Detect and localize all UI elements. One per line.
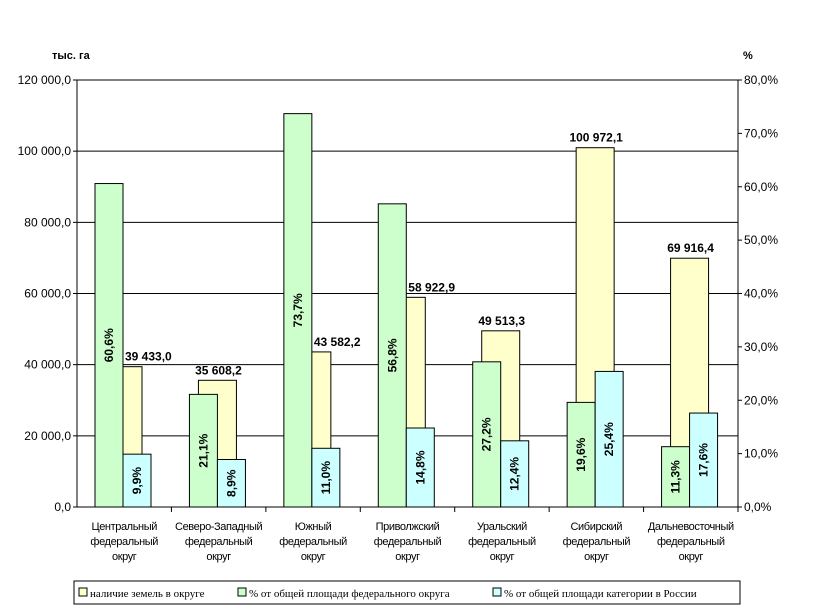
left-tick-label: 40 000,0 (24, 358, 71, 372)
right-tick-label: 20,0% (744, 393, 778, 407)
left-tick-label: 0,0 (54, 500, 71, 514)
bar-pct-russia (405, 427, 435, 508)
right-tick-label: 60,0% (744, 180, 778, 194)
category-label: федеральный (563, 536, 631, 548)
right-tick-label: 70,0% (744, 126, 778, 140)
right-tick-label: 30,0% (744, 340, 778, 354)
data-label-land-area: 43 582,2 (314, 335, 361, 349)
bar-pct-russia (594, 370, 624, 508)
data-label-pct-district: 19,6% (574, 437, 588, 471)
data-label-pct-russia: 14,8% (413, 450, 427, 484)
right-tick-label: 0,0% (744, 500, 772, 514)
category-label: федеральный (657, 536, 725, 548)
left-tick-label: 120 000,0 (18, 73, 72, 87)
bar-pct-district (566, 401, 596, 508)
data-label-land-area: 69 916,4 (667, 241, 714, 255)
bar-pct-district (472, 361, 502, 508)
category-label: округ (395, 551, 420, 563)
category-label: Уральский (477, 521, 527, 533)
bar-pct-russia (216, 458, 246, 508)
bar-pct-russia (500, 440, 530, 508)
data-label-pct-russia: 12,4% (508, 457, 522, 491)
left-tick-label: 60 000,0 (24, 287, 71, 301)
legend-swatch (492, 587, 502, 597)
right-axis-unit: % (743, 50, 753, 62)
data-label-pct-district: 60,6% (102, 328, 116, 362)
data-label-pct-russia: 9,9% (130, 467, 144, 495)
right-tick-label: 80,0% (744, 73, 778, 87)
data-label-land-area: 100 972,1 (569, 131, 623, 145)
category-label: округ (301, 551, 326, 563)
data-label-pct-district: 27,2% (480, 417, 494, 451)
category-label: округ (679, 551, 704, 563)
legend-swatch (237, 587, 247, 597)
category-label: округ (112, 551, 137, 563)
data-label-pct-russia: 8,9% (224, 469, 238, 497)
category-label: Северо-Западный (175, 521, 262, 533)
data-label-land-area: 58 922,9 (408, 280, 455, 294)
legend-swatch (78, 587, 88, 597)
legend-label: % от общей площади федерального округа (249, 588, 450, 600)
data-label-pct-district: 21,1% (196, 433, 210, 467)
category-label: Приволжский (376, 521, 440, 533)
data-label-pct-russia: 17,6% (697, 443, 711, 477)
bar-pct-russia (122, 453, 152, 508)
data-label-pct-district: 56,8% (385, 338, 399, 372)
category-label: федеральный (90, 536, 158, 548)
data-label-pct-district: 11,3% (669, 460, 683, 494)
data-label-pct-district: 73,7% (291, 293, 305, 327)
left-tick-label: 20 000,0 (24, 429, 71, 443)
category-label: округ (490, 551, 515, 563)
right-tick-label: 10,0% (744, 447, 778, 461)
legend: наличие земель в округе % от общей площад… (73, 580, 741, 605)
category-label: округ (206, 551, 231, 563)
category-label: Центральный (91, 521, 157, 533)
category-label: округ (584, 551, 609, 563)
category-label: федеральный (185, 536, 253, 548)
category-label: федеральный (468, 536, 536, 548)
data-label-land-area: 35 608,2 (195, 363, 242, 377)
data-label-land-area: 49 513,3 (478, 314, 525, 328)
left-axis-unit: тыс. га (52, 50, 91, 62)
bar-pct-russia (689, 412, 719, 508)
legend-label: % от общей площади категории в России (504, 588, 697, 600)
left-tick-label: 100 000,0 (18, 144, 72, 158)
right-tick-label: 50,0% (744, 233, 778, 247)
category-label: Южный (295, 521, 332, 533)
category-label: Сибирский (571, 521, 623, 533)
bar-pct-district (94, 183, 124, 508)
category-label: федеральный (279, 536, 347, 548)
category-label: Дальневосточный (648, 521, 734, 533)
data-label-land-area: 39 433,0 (125, 350, 172, 364)
bar-pct-district (283, 113, 313, 508)
legend-box (73, 580, 741, 605)
bar-pct-district (188, 393, 218, 508)
data-label-pct-russia: 25,4% (602, 422, 616, 456)
data-label-pct-russia: 11,0% (319, 461, 333, 495)
legend-label: наличие земель в округе (90, 588, 205, 600)
bar-pct-district (377, 203, 407, 508)
category-label: федеральный (374, 536, 442, 548)
right-tick-label: 40,0% (744, 287, 778, 301)
left-tick-label: 80 000,0 (24, 215, 71, 229)
